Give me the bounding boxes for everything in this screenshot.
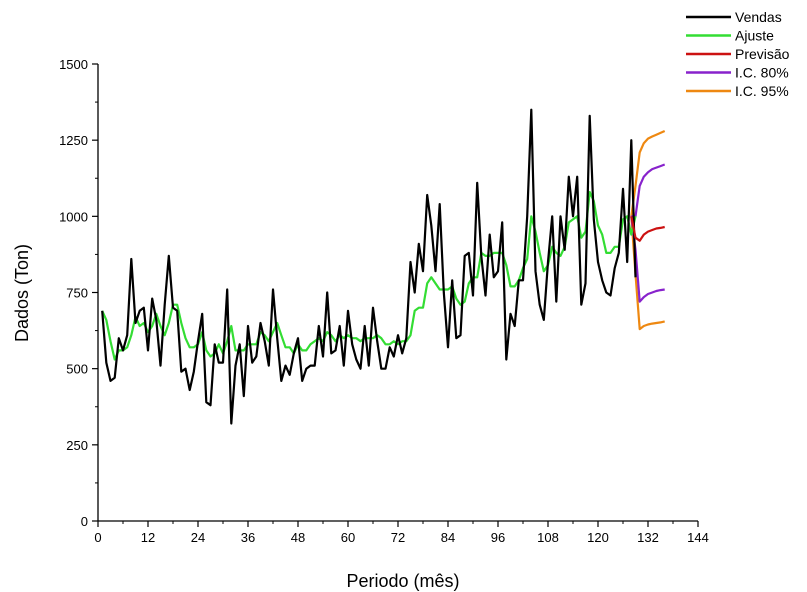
- series-lines: [101, 108, 666, 425]
- x-tick-label: 108: [537, 530, 559, 545]
- x-tick-label: 12: [141, 530, 155, 545]
- y-tick-label: 0: [81, 514, 88, 529]
- series-line-i-c-95: [630, 216, 665, 331]
- legend-label: Previsão: [735, 46, 790, 62]
- series-line-i-c-80: [630, 216, 665, 303]
- legend-label: I.C. 80%: [735, 65, 789, 81]
- x-tick-label: 84: [441, 530, 455, 545]
- y-axis-ticks: 0 250 500 750 1000 1250 1500: [59, 57, 98, 529]
- legend: Vendas Ajuste Previsão I.C. 80% I.C. 95%: [686, 9, 790, 99]
- x-tick-label: 144: [687, 530, 709, 545]
- series-line-i-c-95-upper: [630, 129, 666, 217]
- x-tick-label: 60: [341, 530, 355, 545]
- y-tick-label: 1250: [59, 133, 88, 148]
- x-tick-label: 0: [94, 530, 101, 545]
- x-axis-ticks: 0 12 24 36 48 60 72 84 96 108 120 132 144: [94, 521, 709, 545]
- y-axis-title: Dados (Ton): [12, 244, 32, 342]
- x-tick-label: 36: [241, 530, 255, 545]
- x-tick-label: 120: [587, 530, 609, 545]
- x-tick-label: 132: [637, 530, 659, 545]
- x-tick-label: 72: [391, 530, 405, 545]
- legend-label: Vendas: [735, 9, 782, 25]
- y-tick-label: 250: [66, 438, 88, 453]
- series-line-previs-o: [630, 216, 665, 242]
- legend-label: Ajuste: [735, 28, 774, 44]
- x-axis-title: Periodo (mês): [346, 571, 459, 591]
- x-tick-label: 24: [191, 530, 205, 545]
- series-line-i-c-80-upper: [631, 163, 666, 218]
- y-tick-label: 500: [66, 362, 88, 377]
- y-tick-label: 1000: [59, 209, 88, 224]
- series-line-vendas: [101, 108, 637, 425]
- legend-label: I.C. 95%: [735, 83, 789, 99]
- x-tick-label: 48: [291, 530, 305, 545]
- x-tick-label: 96: [491, 530, 505, 545]
- y-tick-label: 750: [66, 286, 88, 301]
- y-tick-label: 1500: [59, 57, 88, 72]
